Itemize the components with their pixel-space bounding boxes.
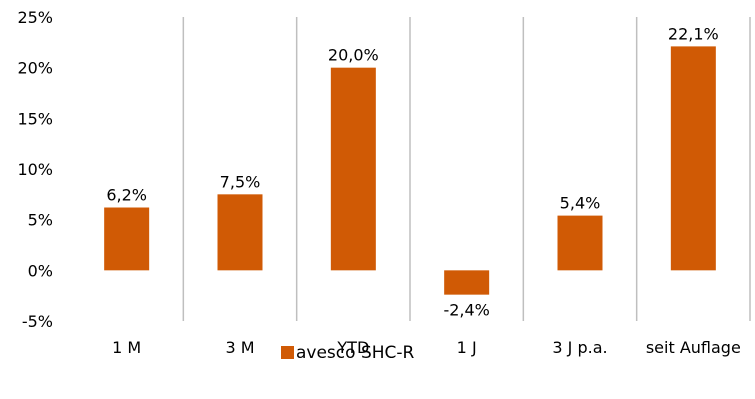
legend[interactable]: avesco SHC-R bbox=[281, 343, 415, 363]
data-label: 6,2% bbox=[106, 186, 147, 205]
bar bbox=[670, 46, 716, 271]
category-label: seit Auflage bbox=[646, 338, 741, 357]
category-label: YTD bbox=[336, 338, 369, 357]
grid-lines bbox=[182, 17, 751, 321]
data-label: 5,4% bbox=[560, 194, 601, 213]
y-tick-label: 0% bbox=[28, 261, 53, 280]
category-label: 1 M bbox=[112, 338, 141, 357]
y-tick-label: 25% bbox=[17, 8, 53, 27]
data-labels: 6,2% 7,5% 20,0% -2,4% 5,4% 22,1% bbox=[106, 24, 718, 319]
data-label: 22,1% bbox=[668, 24, 719, 43]
data-label: -2,4% bbox=[443, 301, 489, 320]
y-tick-label: 20% bbox=[17, 59, 53, 78]
bar bbox=[217, 194, 263, 271]
category-label: 1 J bbox=[457, 338, 477, 357]
y-axis-ticks: 25% 20% 15% 10% 5% 0% -5% bbox=[17, 8, 53, 331]
bar bbox=[104, 207, 150, 271]
y-tick-label: -5% bbox=[22, 312, 53, 331]
y-tick-label: 5% bbox=[28, 211, 53, 230]
category-label: 3 J p.a. bbox=[552, 338, 607, 357]
x-axis-categories: 1 M 3 M YTD 1 J 3 J p.a. seit Auflage bbox=[112, 338, 741, 357]
bar bbox=[444, 270, 490, 295]
bars bbox=[104, 46, 716, 295]
data-label: 7,5% bbox=[220, 172, 261, 191]
y-tick-label: 10% bbox=[17, 160, 53, 179]
legend-label: avesco SHC-R bbox=[296, 343, 415, 363]
data-label: 20,0% bbox=[328, 46, 379, 65]
y-tick-label: 15% bbox=[17, 109, 53, 128]
bar bbox=[557, 215, 603, 271]
legend-swatch bbox=[281, 346, 294, 359]
bar bbox=[330, 67, 376, 271]
category-label: 3 M bbox=[225, 338, 254, 357]
